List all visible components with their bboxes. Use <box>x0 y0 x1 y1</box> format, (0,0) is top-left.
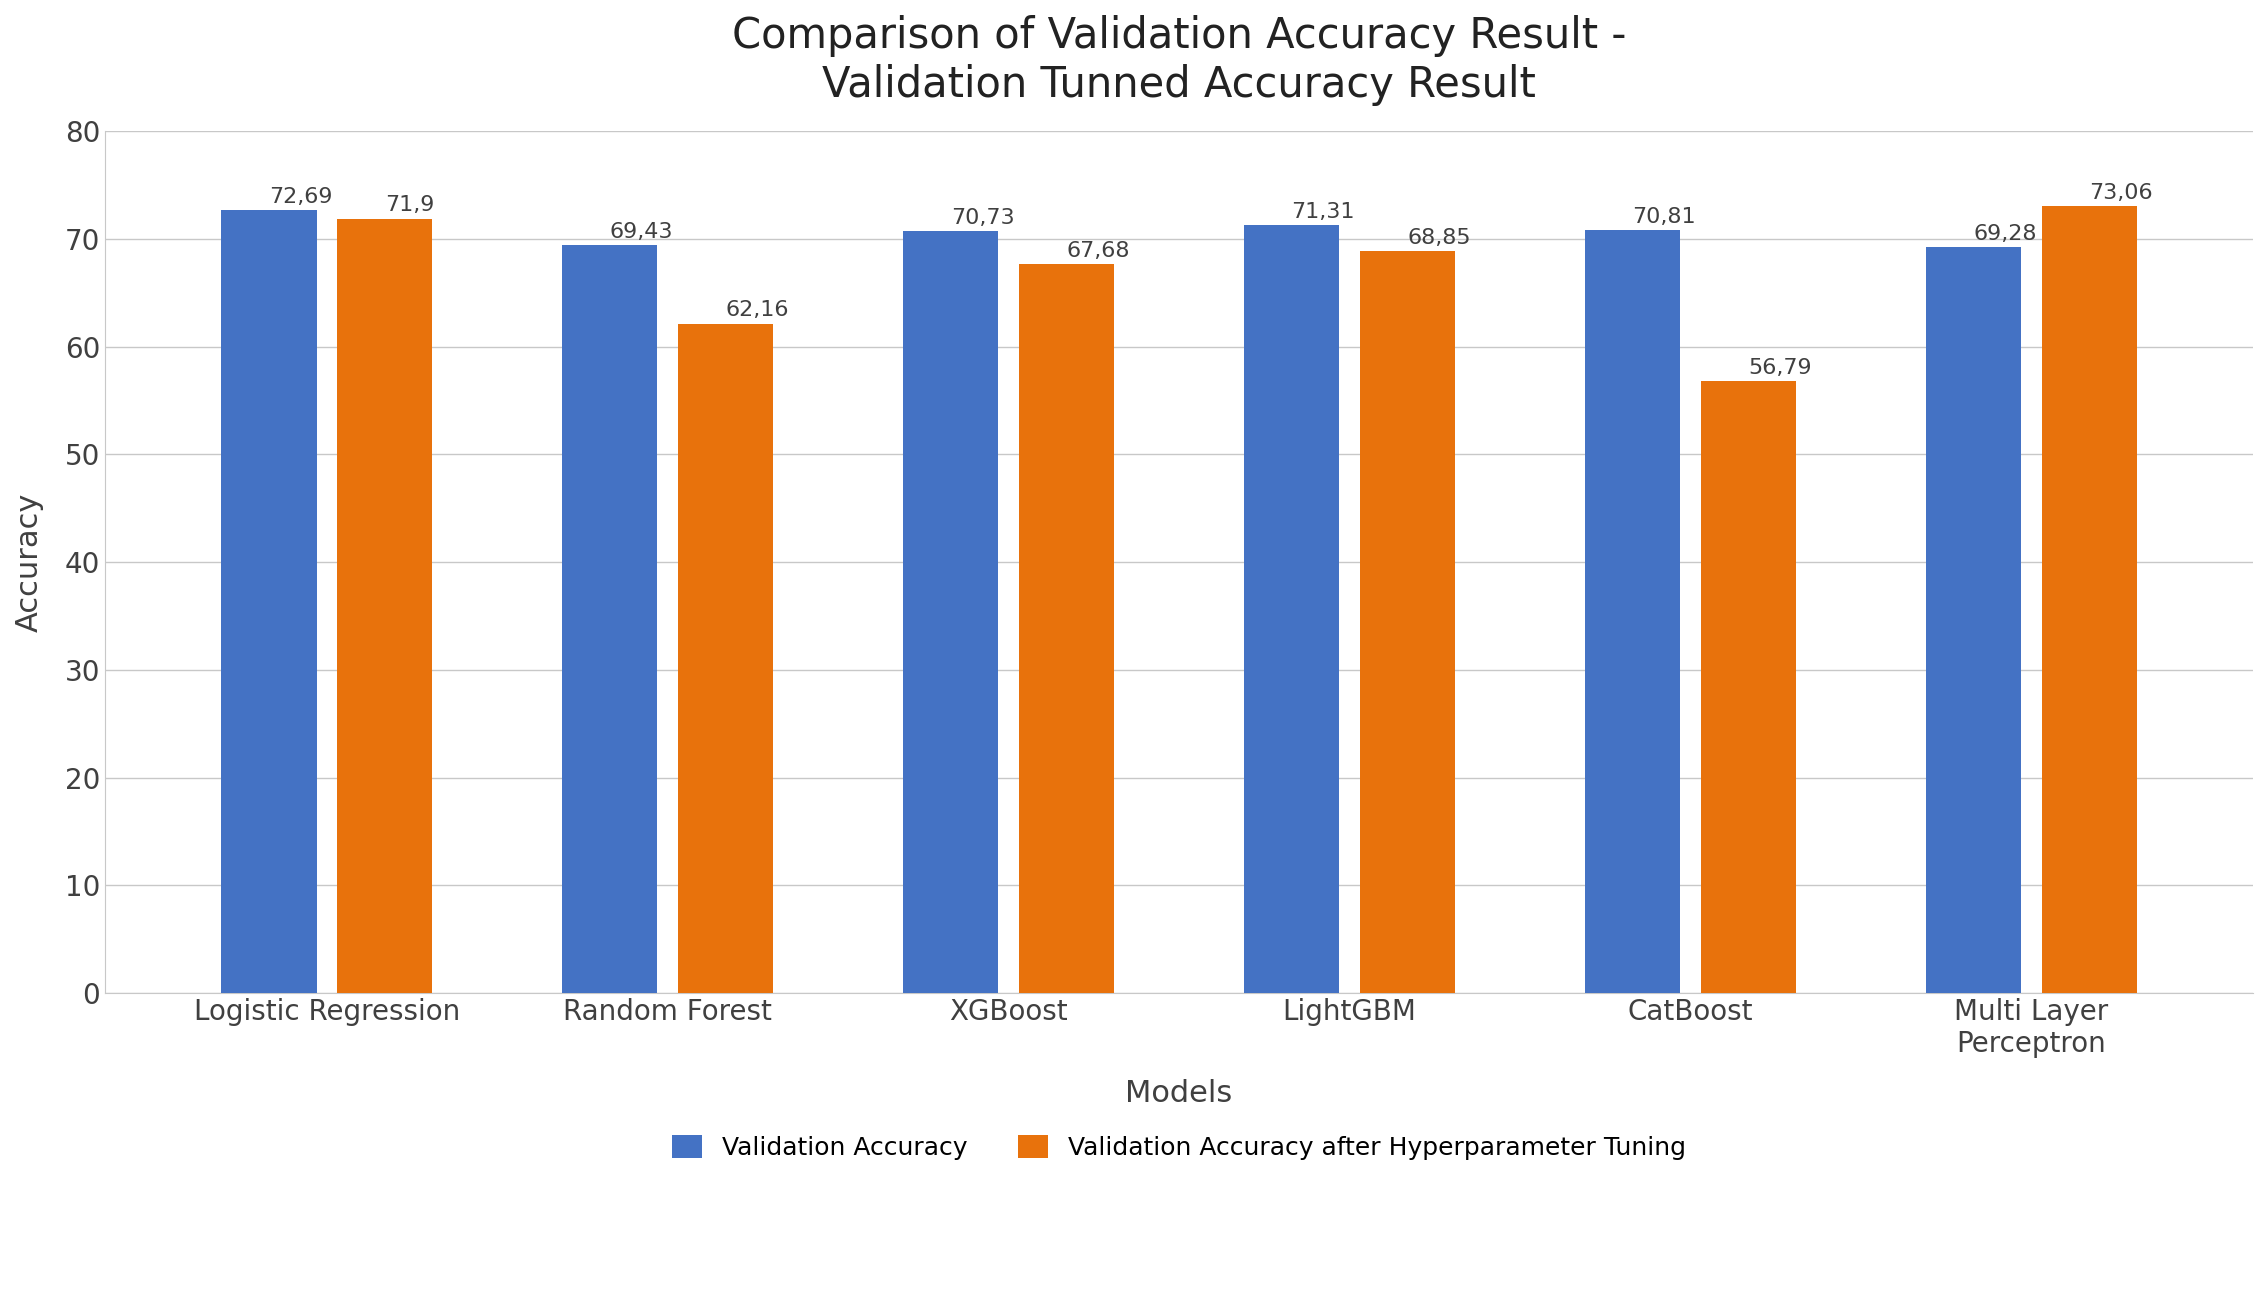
Text: 70,73: 70,73 <box>950 208 1014 227</box>
Text: 67,68: 67,68 <box>1066 240 1129 261</box>
X-axis label: Models: Models <box>1125 1079 1234 1109</box>
Bar <box>220 211 318 994</box>
Text: 71,31: 71,31 <box>1290 202 1354 222</box>
Bar <box>903 231 998 994</box>
Text: 69,43: 69,43 <box>610 222 674 242</box>
Text: 69,28: 69,28 <box>1973 224 2037 244</box>
Bar <box>1361 252 1456 994</box>
Text: 71,9: 71,9 <box>386 195 433 216</box>
Text: 73,06: 73,06 <box>2089 183 2152 203</box>
Bar <box>2041 207 2136 994</box>
Y-axis label: Accuracy: Accuracy <box>16 492 43 632</box>
Text: 70,81: 70,81 <box>1633 207 1696 227</box>
Legend: Validation Accuracy, Validation Accuracy after Hyperparameter Tuning: Validation Accuracy, Validation Accuracy… <box>662 1125 1696 1171</box>
Bar <box>1243 225 1340 994</box>
Bar <box>678 323 773 994</box>
Bar <box>562 245 658 994</box>
Bar <box>1701 381 1796 994</box>
Bar <box>1018 264 1114 994</box>
Bar <box>1926 247 2021 994</box>
Text: 72,69: 72,69 <box>270 187 333 207</box>
Bar <box>1585 230 1681 994</box>
Bar <box>338 218 433 994</box>
Text: 68,85: 68,85 <box>1408 229 1472 248</box>
Text: 56,79: 56,79 <box>1749 358 1812 379</box>
Text: 62,16: 62,16 <box>726 300 789 320</box>
Title: Comparison of Validation Accuracy Result -
Validation Tunned Accuracy Result: Comparison of Validation Accuracy Result… <box>733 16 1626 106</box>
